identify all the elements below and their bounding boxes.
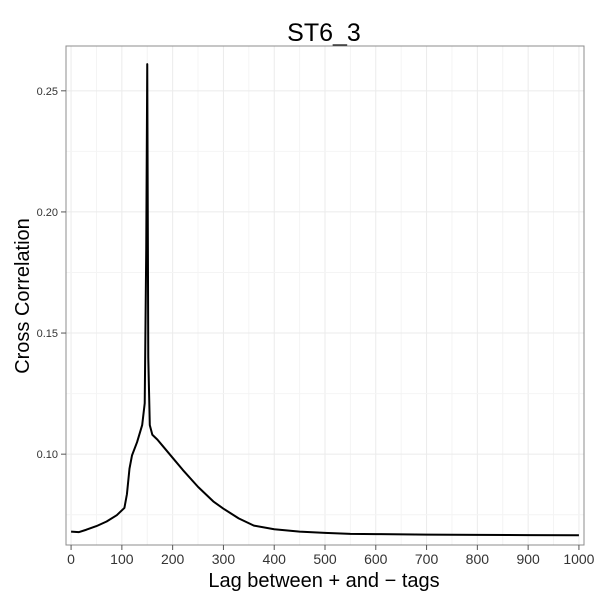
y-tick-label: 0.10 [37,449,58,461]
x-tick-label: 900 [516,551,540,567]
y-tick-label: 0.25 [37,86,58,98]
grid-lines [66,46,584,545]
x-tick-label: 700 [415,551,439,567]
cross-correlation-line [71,63,579,537]
x-axis-label: Lag between + and − tags [208,570,439,592]
x-tick-label: 200 [161,551,185,567]
x-tick-label: 600 [364,551,388,567]
chart-title: ST6_3 [287,19,361,47]
x-tick-label: 1000 [563,551,594,567]
x-tick-label: 300 [212,551,236,567]
x-tick-label: 500 [313,551,337,567]
axis-ticks: 0 100 200 300 400 500 600 700 800 900 1000 0.10 0.15… [37,86,595,567]
y-tick-label: 0.20 [37,207,58,219]
x-tick-label: 0 [67,551,75,567]
x-tick-label: 400 [263,551,287,567]
x-tick-label: 100 [110,551,134,567]
y-axis-label: Cross Correlation [12,218,34,374]
x-tick-label: 800 [466,551,490,567]
y-tick-label: 0.15 [37,328,58,340]
